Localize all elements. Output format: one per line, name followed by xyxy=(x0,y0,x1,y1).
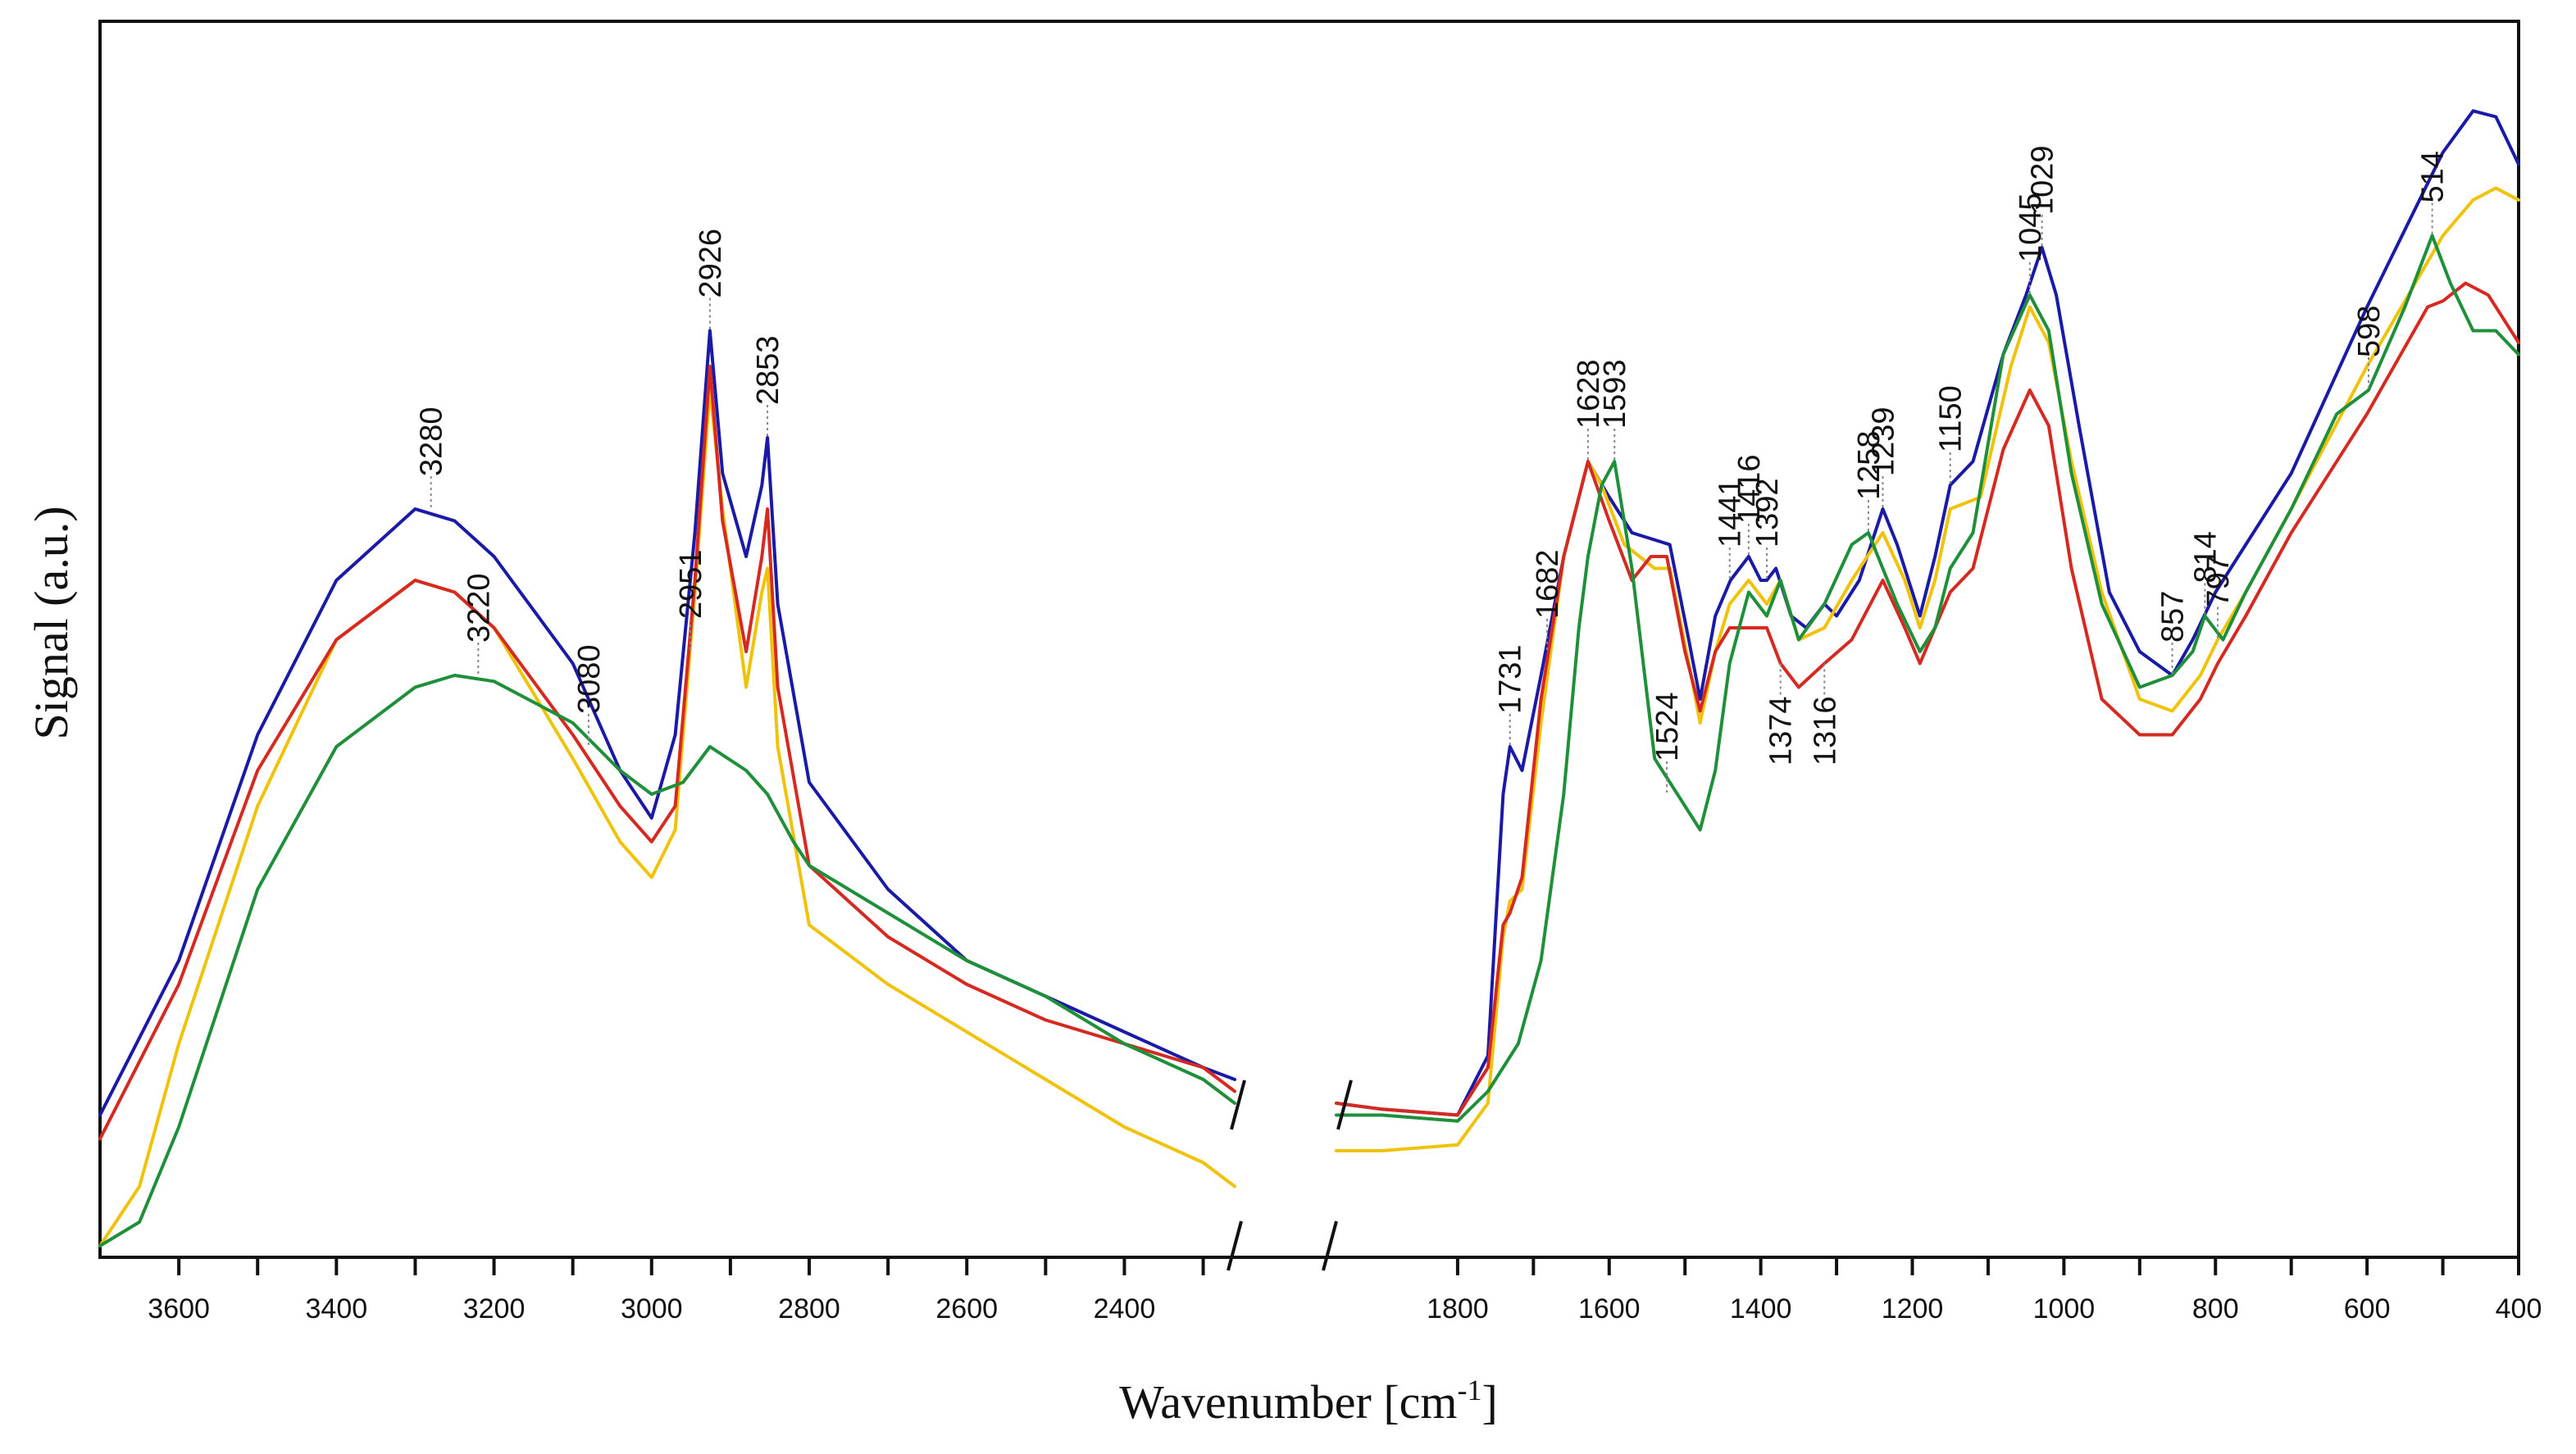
x-tick-label-3400: 3400 xyxy=(306,1293,368,1325)
x-tick-label-400: 400 xyxy=(2496,1293,2542,1325)
annotation-label-1150: 1150 xyxy=(1934,385,1968,452)
x-axis-title-end: ] xyxy=(1482,1375,1498,1429)
series-blue-high xyxy=(98,329,1236,1117)
x-tick-label-1800: 1800 xyxy=(1427,1293,1489,1325)
axis-break-mark-axis-left xyxy=(1227,1220,1243,1271)
x-axis-title-main: Wavenumber [cm xyxy=(1119,1375,1457,1429)
annotation-label-598: 598 xyxy=(2352,306,2387,357)
x-tick-label-600: 600 xyxy=(2344,1293,2391,1325)
annotation-label-1029: 1029 xyxy=(2026,145,2060,215)
axis-break-mark-curve-left xyxy=(1230,1079,1246,1130)
annotation-label-1628: 1628 xyxy=(1572,359,1606,429)
x-tick-label-1400: 1400 xyxy=(1730,1293,1792,1325)
x-tick-label-2400: 2400 xyxy=(1094,1293,1156,1325)
annotation-label-2926: 2926 xyxy=(694,229,728,298)
x-tick-label-3200: 3200 xyxy=(463,1293,526,1325)
annotation-label-1239: 1239 xyxy=(1867,407,1901,476)
annotation-label-3280: 3280 xyxy=(415,407,449,476)
x-tick-label-3600: 3600 xyxy=(148,1293,210,1325)
tick-layer: 3600 3400 3200 3000 2800 2600 2400 1800 1600 1400… xyxy=(148,1257,2542,1325)
annotation-label-3220: 3220 xyxy=(462,573,496,643)
y-axis-title: Signal (a.u.) xyxy=(25,506,78,739)
series-blue-low xyxy=(1335,109,2520,1117)
annotation-label-1258: 1258 xyxy=(1852,430,1886,500)
annotation-label-1441: 1441 xyxy=(1714,478,1748,548)
series-green-low xyxy=(1335,234,2520,1123)
annotation-label-797: 797 xyxy=(2201,555,2236,607)
annotation-label-3080: 3080 xyxy=(572,644,607,714)
x-tick-label-2800: 2800 xyxy=(778,1293,840,1325)
annotation-label-1374: 1374 xyxy=(1764,697,1799,766)
plot-frame xyxy=(98,20,2520,1259)
series-red-high xyxy=(98,365,1236,1141)
annotation-label-1392: 1392 xyxy=(1750,478,1785,548)
axis-break-mark-axis-right xyxy=(1322,1220,1338,1271)
annotation-label-1524: 1524 xyxy=(1650,692,1685,761)
annotation-label-857: 857 xyxy=(2156,591,2191,643)
series-yellow-low xyxy=(1335,186,2520,1152)
series-green-high xyxy=(98,674,1236,1247)
x-axis-title-superscript: -1 xyxy=(1458,1374,1482,1406)
annotation-label-2853: 2853 xyxy=(751,335,785,405)
annotation-label-1316: 1316 xyxy=(1808,697,1842,766)
series-layer xyxy=(98,109,2520,1247)
annotation-label-514: 514 xyxy=(2416,151,2451,202)
annotation-label-2951: 2951 xyxy=(674,549,708,619)
x-axis-title: Wavenumber [cm-1] xyxy=(1119,1374,1498,1429)
x-tick-label-1600: 1600 xyxy=(1578,1293,1641,1325)
axis-break-layer xyxy=(1227,1079,1353,1271)
x-tick-label-2600: 2600 xyxy=(935,1293,998,1325)
annotation-label-814: 814 xyxy=(2188,531,2223,583)
annotation-label-1731: 1731 xyxy=(1494,644,1528,714)
annotation-label-1682: 1682 xyxy=(1531,549,1565,619)
x-tick-label-1200: 1200 xyxy=(1882,1293,1944,1325)
axis-break-mark-curve-right xyxy=(1336,1079,1353,1130)
annotation-label-1416: 1416 xyxy=(1732,454,1767,524)
annotation-label-1593: 1593 xyxy=(1598,359,1632,429)
x-tick-label-1000: 1000 xyxy=(2033,1293,2096,1325)
series-red-low xyxy=(1335,281,2520,1117)
x-tick-label-800: 800 xyxy=(2192,1293,2239,1325)
x-tick-label-3000: 3000 xyxy=(621,1293,683,1325)
